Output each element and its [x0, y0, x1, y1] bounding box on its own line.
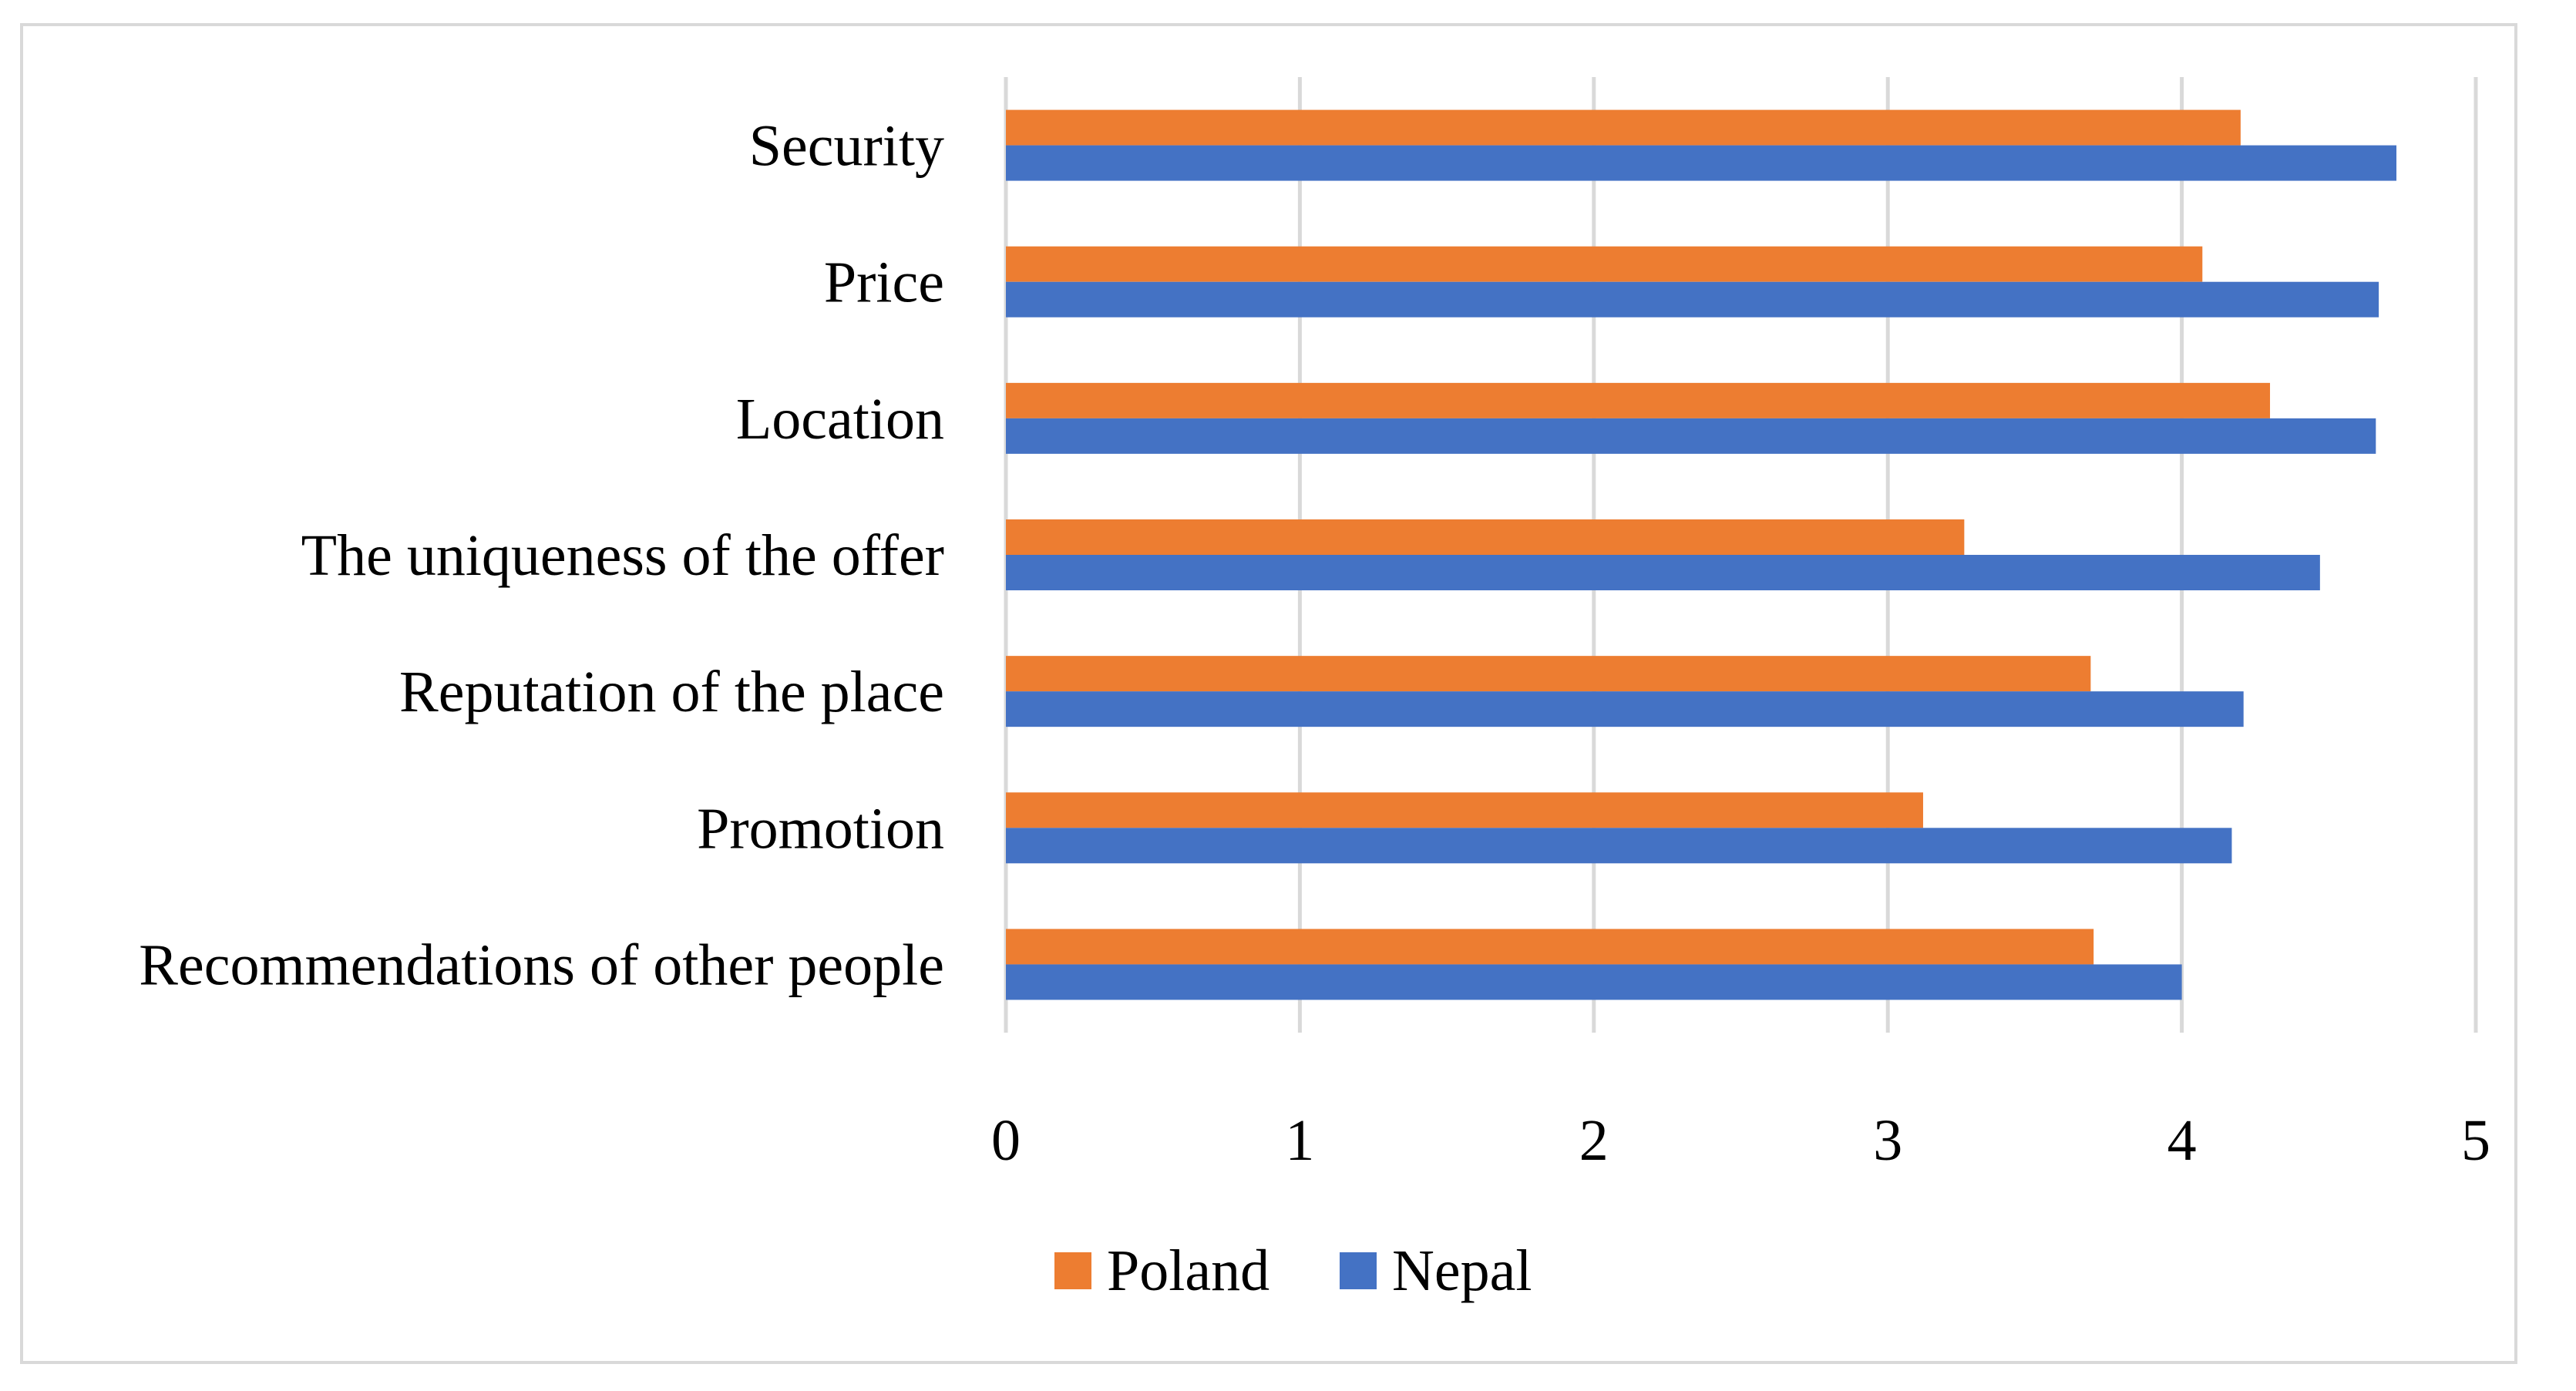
- category-label-6: Recommendations of other people: [139, 932, 944, 997]
- bar-nepal-5: [1006, 828, 2232, 864]
- category-label-4: Reputation of the place: [399, 660, 944, 724]
- x-tick-label-0: 0: [991, 1108, 1021, 1173]
- x-axis-ticks: 0 1 2 3 4 5: [991, 1108, 2490, 1173]
- bar-poland-1: [1006, 246, 2203, 282]
- category-label-3: The uniqueness of the offer: [301, 523, 944, 588]
- legend-label-nepal: Nepal: [1392, 1238, 1532, 1303]
- category-labels: Security Price Location The uniqueness of t…: [139, 114, 944, 998]
- bar-nepal-4: [1006, 691, 2244, 727]
- bar-nepal-0: [1006, 145, 2397, 181]
- bar-poland-6: [1006, 929, 2094, 965]
- bar-poland-2: [1006, 382, 2271, 418]
- bar-poland-5: [1006, 792, 1923, 828]
- bar-poland-4: [1006, 656, 2091, 692]
- x-tick-label-2: 2: [1579, 1108, 1609, 1173]
- category-label-1: Price: [824, 250, 944, 315]
- legend-swatch-poland: [1054, 1252, 1091, 1289]
- bar-nepal-3: [1006, 555, 2320, 590]
- category-label-0: Security: [749, 114, 944, 179]
- x-tick-label-5: 5: [2461, 1108, 2490, 1173]
- bar-nepal-1: [1006, 281, 2379, 318]
- bar-nepal-2: [1006, 418, 2376, 454]
- x-tick-label-3: 3: [1873, 1108, 1902, 1173]
- bar-nepal-6: [1006, 964, 2182, 1000]
- bars: [1006, 109, 2397, 1000]
- legend-swatch-nepal: [1340, 1252, 1377, 1289]
- bar-poland-3: [1006, 519, 1965, 555]
- legend: Poland Nepal: [1054, 1238, 1532, 1303]
- x-tick-label-4: 4: [2167, 1108, 2197, 1173]
- x-tick-label-1: 1: [1285, 1108, 1314, 1173]
- category-label-2: Location: [736, 387, 944, 452]
- category-label-5: Promotion: [697, 796, 944, 861]
- legend-label-poland: Poland: [1107, 1238, 1270, 1303]
- bar-poland-0: [1006, 109, 2241, 146]
